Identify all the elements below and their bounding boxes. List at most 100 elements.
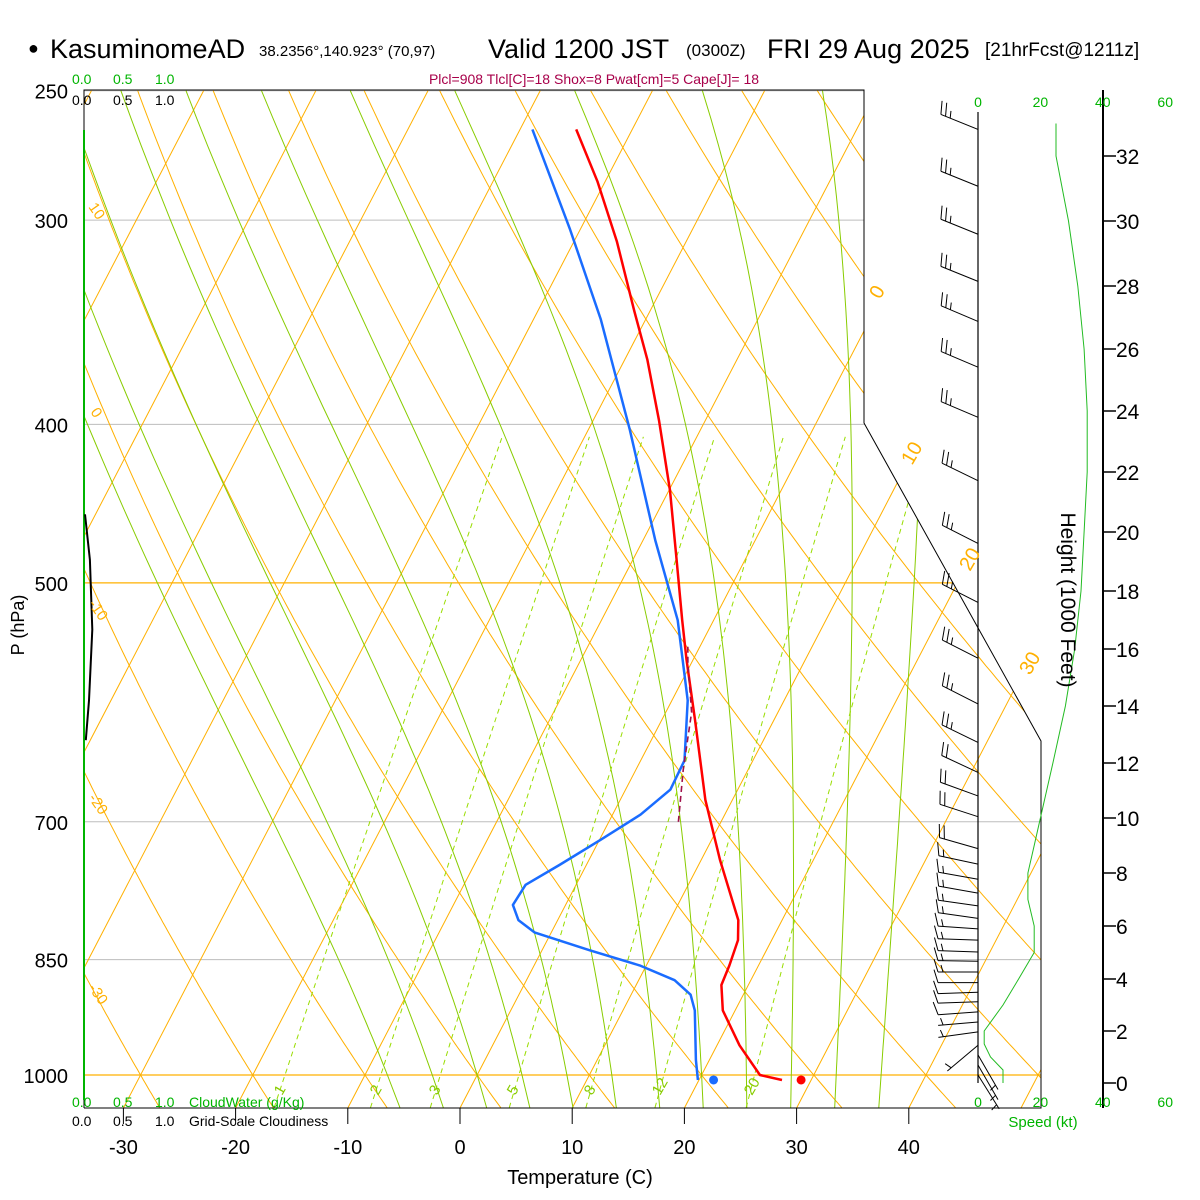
dry-adiabat-line <box>84 90 388 1108</box>
wind-barb <box>936 858 979 880</box>
station-bullet: ● <box>28 38 39 58</box>
cloud-scale-bottom: 0.0 0.5 1.0 CloudWater (g/Kg) 0.0 0.5 1.… <box>72 1094 328 1129</box>
barb-staff <box>941 755 979 773</box>
wind-barb <box>939 768 979 797</box>
wind-barb <box>933 990 979 1004</box>
barb-staff <box>938 855 979 865</box>
barb-staff <box>939 837 979 850</box>
moist-adiabat-line <box>454 90 704 1108</box>
dry-adiabat-line <box>816 90 1041 1108</box>
isotherm-label: 0 <box>865 282 890 303</box>
barb-staff <box>942 685 979 705</box>
barb-flag-full <box>940 205 943 220</box>
barb-flag-full <box>945 102 948 117</box>
barb-staff <box>977 1064 999 1100</box>
barb-flag-half <box>942 879 945 888</box>
moist-adiabat-line <box>822 90 853 1108</box>
temperature-tick-label: -20 <box>221 1137 250 1159</box>
wind-barb <box>940 157 979 187</box>
wind-barb <box>933 937 979 953</box>
height-tick-label: 0 <box>1116 1073 1128 1096</box>
cloudiness-tick: 1.0 <box>155 1113 175 1129</box>
dry-adiabat-line <box>137 90 729 1108</box>
barb-flag-half <box>940 964 944 973</box>
cloudiness-tick: 0.5 <box>113 1113 133 1129</box>
wind-barb <box>935 886 979 907</box>
wind-barb <box>938 1018 979 1026</box>
cloud-scale-top: 0.0 0.5 1.0 0.0 0.5 1.0 <box>72 71 175 108</box>
height-tick-label: 4 <box>1116 969 1128 992</box>
barb-flag-half <box>950 460 953 468</box>
wind-barb <box>941 570 979 603</box>
isotherm-line <box>347 90 878 1108</box>
temperature-tick-label: 0 <box>454 1137 465 1159</box>
wind-barb <box>940 252 979 282</box>
mixing-ratio-line <box>429 436 644 1108</box>
speed-tick-label: 40 <box>1095 1094 1111 1110</box>
wind-barb <box>977 1074 1000 1111</box>
dry-adiabat-line <box>892 90 1041 1108</box>
station-name: KasuminomeAD <box>50 34 245 64</box>
barb-flag-full <box>946 628 950 643</box>
barb-flag-full <box>941 570 946 585</box>
x-axis-title: Temperature (C) <box>507 1167 653 1189</box>
barb-flag-half <box>950 581 954 589</box>
dry-adiabat-line <box>84 90 502 1108</box>
temperature-tick-label: -10 <box>333 1137 362 1159</box>
wind-barb <box>977 1064 999 1101</box>
barb-staff <box>937 960 979 962</box>
barb-staff <box>940 781 979 797</box>
temperature-tick-label: -30 <box>109 1137 138 1159</box>
isotherm-line <box>1020 90 1041 1108</box>
barb-flag-half <box>949 110 952 119</box>
height-tick-label: 10 <box>1116 808 1139 831</box>
barb-flag-full <box>944 770 947 784</box>
cloudiness-tick: 0.0 <box>72 92 92 108</box>
barb-flag-full <box>945 294 948 308</box>
cloudwater-label: CloudWater (g/Kg) <box>189 1094 304 1110</box>
barb-staff <box>938 1001 979 1004</box>
barb-flag-full <box>939 768 942 783</box>
height-tick-label: 24 <box>1116 401 1140 424</box>
cloudwater-tick: 1.0 <box>155 71 175 87</box>
barb-flag-full <box>940 252 943 267</box>
plot-frame <box>83 89 1042 1109</box>
cloudiness-tick: 0.5 <box>113 92 133 108</box>
isotherm-line <box>123 90 653 1108</box>
barb-flag-full <box>945 159 948 174</box>
dry-adiabat-label: 0 <box>87 405 106 422</box>
speed-tick-label: 60 <box>1157 94 1173 110</box>
barb-flag-half <box>949 167 952 176</box>
barb-flag-full <box>933 990 939 1004</box>
isotherm-line <box>235 90 766 1108</box>
isotherm-label: 10 <box>897 438 927 468</box>
wind-barb <box>977 1054 999 1091</box>
barb-staff <box>940 401 979 418</box>
barb-staff <box>940 351 979 368</box>
barb-flag-full <box>935 899 939 913</box>
barb-staff <box>938 899 979 907</box>
mixing-ratio-line <box>370 436 590 1108</box>
barb-staff <box>947 1044 979 1072</box>
barb-flag-half <box>950 722 953 730</box>
barb-staff <box>938 871 979 880</box>
height-tick-label: 30 <box>1116 211 1139 234</box>
barb-staff <box>940 265 979 282</box>
barb-flag-full <box>936 858 940 873</box>
barb-flag-half <box>942 849 945 857</box>
pressure-tick-label: 400 <box>35 415 68 437</box>
parcel-line <box>677 644 693 822</box>
temperature-tick-label: 20 <box>673 1137 695 1159</box>
isotherm-line <box>84 90 317 1108</box>
wind-barb <box>936 872 979 894</box>
height-tick-label: 14 <box>1116 696 1140 719</box>
barb-flag-half <box>949 398 952 406</box>
barb-flag-half <box>941 906 944 914</box>
barb-flag-full <box>934 912 939 927</box>
barb-flag-half <box>949 302 952 310</box>
height-tick-label: 12 <box>1116 753 1139 776</box>
mixing-ratio-line <box>273 436 503 1108</box>
dry-adiabat-label: -30 <box>85 981 111 1009</box>
mixing-ratio-label: 12 <box>649 1075 672 1098</box>
